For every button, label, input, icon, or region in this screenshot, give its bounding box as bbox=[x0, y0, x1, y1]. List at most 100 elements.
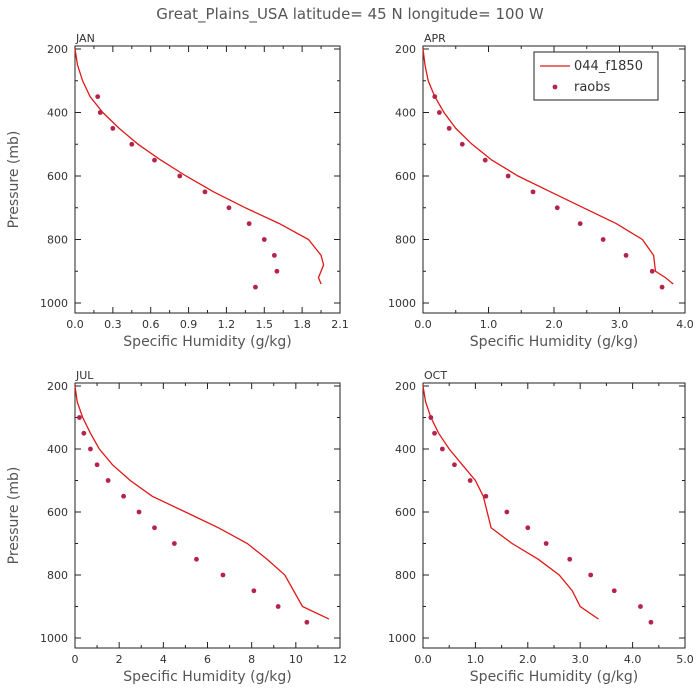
y-axis-label-jul: Pressure (mb) bbox=[6, 467, 22, 565]
y-tick-label-jul: 600 bbox=[47, 506, 68, 519]
y-tick-label-oct: 400 bbox=[395, 443, 416, 456]
raobs-point-oct bbox=[648, 619, 654, 625]
panel-label-jan: JAN bbox=[75, 32, 95, 45]
raobs-point-oct bbox=[467, 478, 473, 483]
y-tick-label-apr: 800 bbox=[395, 234, 416, 247]
plot-frame-oct bbox=[422, 382, 686, 649]
x-tick-label-jan: 0.9 bbox=[180, 318, 198, 331]
raobs-point-oct bbox=[543, 541, 549, 546]
raobs-point-oct bbox=[611, 588, 617, 594]
raobs-point-apr bbox=[432, 94, 438, 100]
x-tick-label-jul: 10 bbox=[289, 653, 303, 666]
y-tick-label-jan: 400 bbox=[47, 107, 68, 120]
plot-frame-jul bbox=[74, 382, 341, 649]
raobs-point-apr bbox=[446, 125, 452, 131]
y-tick-label-oct: 600 bbox=[395, 506, 416, 519]
raobs-point-jul bbox=[94, 462, 100, 468]
y-tick-label-jul: 200 bbox=[47, 380, 68, 393]
x-tick-label-apr: 3.0 bbox=[611, 318, 629, 331]
panel-apr: APR 0.0 1.0 2.0 3.0 4.0 200 400 600 800 1000 Specif… bbox=[388, 32, 694, 350]
raobs-point-apr bbox=[505, 173, 511, 179]
x-tick-label-oct: 3.0 bbox=[571, 653, 589, 666]
y-tick-label-jul: 1000 bbox=[40, 632, 68, 645]
x-axis-label-apr: Specific Humidity (g/kg) bbox=[470, 334, 638, 350]
plot-frame-jan bbox=[74, 45, 341, 314]
raobs-point-jan bbox=[177, 173, 183, 179]
x-tick-label-jan: 0.3 bbox=[104, 318, 122, 331]
legend-obs-label: raobs bbox=[574, 80, 611, 95]
raobs-point-apr bbox=[436, 110, 442, 115]
y-axis-label-jan: Pressure (mb) bbox=[6, 131, 22, 229]
y-tick-label-apr: 1000 bbox=[388, 297, 416, 310]
raobs-point-jan bbox=[129, 141, 135, 147]
model-line-oct bbox=[422, 385, 599, 620]
raobs-point-jul bbox=[136, 509, 142, 515]
raobs-point-apr bbox=[577, 221, 583, 227]
x-tick-label-jul: 2 bbox=[116, 653, 123, 666]
raobs-point-jul bbox=[152, 525, 157, 531]
raobs-point-jul bbox=[105, 478, 111, 483]
x-tick-label-apr: 4.0 bbox=[676, 318, 694, 331]
y-tick-label-jan: 800 bbox=[47, 234, 68, 247]
y-tick-label-apr: 200 bbox=[395, 43, 416, 56]
x-axis-label-oct: Specific Humidity (g/kg) bbox=[470, 669, 638, 685]
raobs-point-jan bbox=[246, 221, 252, 227]
legend-obs-swatch bbox=[552, 84, 558, 90]
raobs-point-jul bbox=[275, 604, 281, 609]
x-tick-label-jan: 2.1 bbox=[331, 318, 349, 331]
legend-model-label: 044_f1850 bbox=[574, 59, 643, 74]
y-tick-label-jul: 800 bbox=[47, 569, 68, 582]
x-tick-label-oct: 5.0 bbox=[676, 653, 694, 666]
x-tick-label-apr: 0.0 bbox=[414, 318, 432, 331]
raobs-point-jan bbox=[226, 205, 232, 211]
panel-jan: JAN 0.0 0.3 0.6 0.9 1.2 1.5 1.8 2.1 200 400 600 800 1… bbox=[6, 32, 349, 350]
raobs-point-oct bbox=[567, 556, 573, 562]
panel-label-apr: APR bbox=[424, 32, 446, 45]
raobs-point-oct bbox=[452, 462, 457, 468]
raobs-point-oct bbox=[638, 604, 643, 609]
raobs-point-jan bbox=[253, 284, 258, 290]
raobs-point-oct bbox=[588, 572, 594, 578]
x-tick-label-jul: 12 bbox=[333, 653, 347, 666]
raobs-point-jan bbox=[274, 268, 280, 274]
raobs-point-jan bbox=[95, 94, 101, 100]
x-tick-label-jul: 4 bbox=[160, 653, 167, 666]
raobs-point-oct bbox=[439, 446, 445, 452]
legend-box bbox=[533, 51, 659, 101]
panel-label-jul: JUL bbox=[75, 369, 94, 382]
x-tick-label-oct: 4.0 bbox=[624, 653, 642, 666]
raobs-point-jan bbox=[110, 125, 116, 131]
y-tick-label-apr: 400 bbox=[395, 107, 416, 120]
model-line-apr bbox=[422, 48, 674, 285]
panel-label-oct: OCT bbox=[424, 369, 447, 382]
panels: JAN 0.0 0.3 0.6 0.9 1.2 1.5 1.8 2.1 200 400 600 800 1… bbox=[6, 32, 694, 685]
raobs-point-oct bbox=[432, 430, 437, 436]
raobs-point-jan bbox=[271, 252, 277, 258]
x-tick-label-oct: 1.0 bbox=[467, 653, 485, 666]
x-tick-label-jul: 0 bbox=[72, 653, 79, 666]
y-tick-label-jan: 1000 bbox=[40, 297, 68, 310]
x-tick-label-oct: 2.0 bbox=[519, 653, 537, 666]
raobs-point-jul bbox=[171, 541, 177, 546]
raobs-point-jul bbox=[251, 588, 257, 594]
y-tick-label-oct: 800 bbox=[395, 569, 416, 582]
x-axis-label-jan: Specific Humidity (g/kg) bbox=[123, 334, 291, 350]
x-tick-label-jan: 1.2 bbox=[218, 318, 236, 331]
raobs-point-jul bbox=[194, 556, 199, 562]
raobs-point-jul bbox=[121, 493, 126, 499]
raobs-point-oct bbox=[525, 525, 531, 531]
raobs-point-apr bbox=[623, 252, 629, 258]
raobs-point-jul bbox=[220, 572, 226, 578]
raobs-point-jul bbox=[81, 430, 87, 436]
x-tick-label-jul: 8 bbox=[248, 653, 255, 666]
raobs-point-jul bbox=[304, 619, 310, 625]
y-tick-label-jan: 600 bbox=[47, 170, 68, 183]
raobs-point-jul bbox=[77, 415, 82, 420]
raobs-point-oct bbox=[504, 509, 510, 515]
panel-jul: JUL 0 2 4 6 8 10 12 200 400 600 800 1000 Specific Hum… bbox=[6, 369, 347, 685]
raobs-point-jul bbox=[88, 446, 93, 452]
raobs-point-apr bbox=[459, 141, 465, 147]
y-tick-label-oct: 1000 bbox=[388, 632, 416, 645]
y-tick-label-jul: 400 bbox=[47, 443, 68, 456]
